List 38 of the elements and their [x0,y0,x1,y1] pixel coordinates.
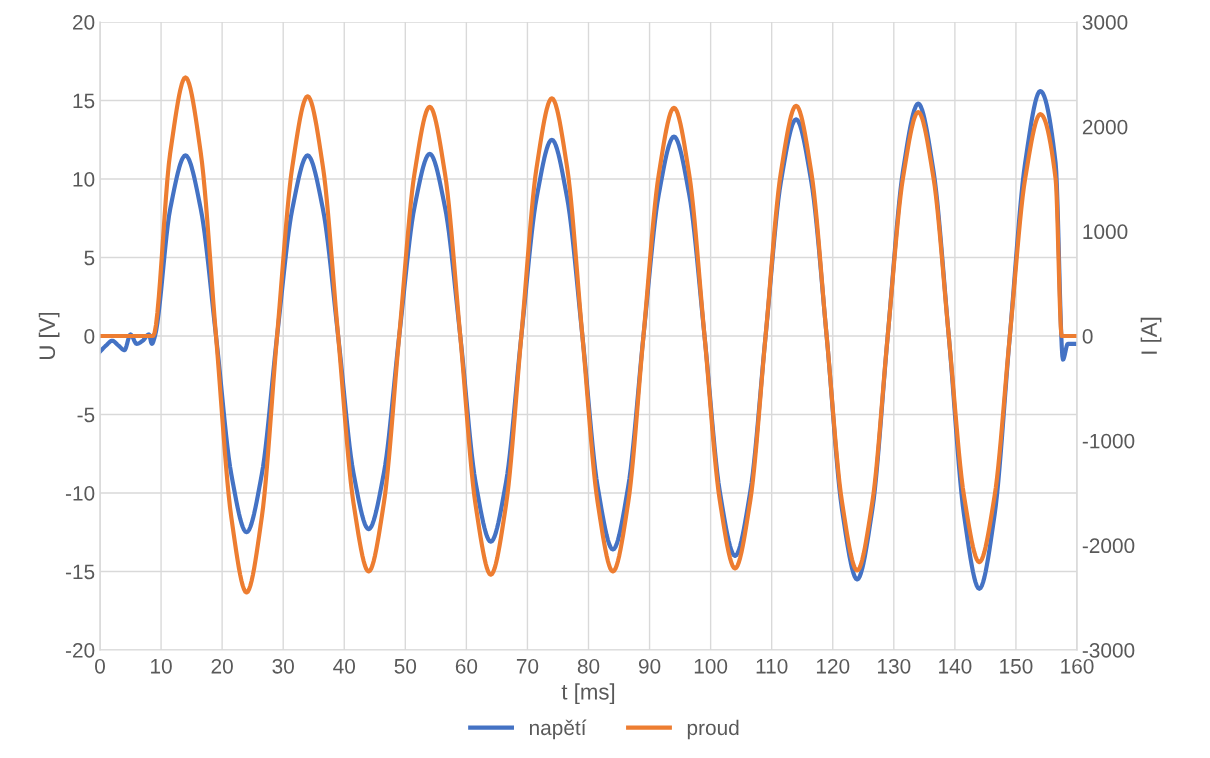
legend-label: napětí [529,719,587,740]
x-tick-label: 140 [939,658,972,674]
x-tick-label: 80 [577,658,600,674]
x-axis-title: t [ms] [561,683,615,705]
x-tick-label: 40 [333,658,356,674]
y2-tick-label: -3000 [1082,643,1135,658]
y2-tick-label: 1000 [1083,224,1128,240]
legend-label: proud [687,719,739,740]
x-tick-label: 30 [272,658,294,674]
y2-axis-title: I [A] [1140,317,1162,354]
y-tick-label: -10 [65,486,95,501]
y-axis-title: U [V] [38,312,60,359]
y-tick-label: -5 [77,407,95,423]
y-tick-label: 20 [73,15,95,30]
y-tick-label: 10 [73,172,95,187]
x-tick-label: 70 [516,658,539,674]
x-tick-label: 50 [394,658,417,674]
x-tick-label: 120 [816,658,850,674]
x-tick-label: 0 [95,658,105,674]
x-tick-label: 160 [1061,658,1094,674]
y2-tick-label: 2000 [1082,119,1128,135]
y-tick-label: 5 [84,250,95,266]
x-tick-label: 100 [694,658,728,674]
x-tick-label: 20 [211,658,233,674]
y-tick-label: -20 [65,643,95,658]
y-tick-label: -15 [65,564,95,580]
x-tick-label: 130 [878,658,911,674]
y2-tick-label: 3000 [1082,15,1128,30]
x-tick-label: 110 [756,658,788,674]
y2-tick-label: -2000 [1082,538,1135,554]
x-tick-label: 90 [638,658,661,674]
y-tick-label: 0 [84,329,95,344]
x-tick-label: 60 [455,658,478,674]
y-tick-label: 15 [73,93,95,109]
y2-tick-label: -1000 [1082,433,1135,449]
y2-tick-label: 0 [1082,329,1093,344]
x-tick-label: 150 [1000,658,1033,674]
x-tick-label: 10 [151,658,172,674]
